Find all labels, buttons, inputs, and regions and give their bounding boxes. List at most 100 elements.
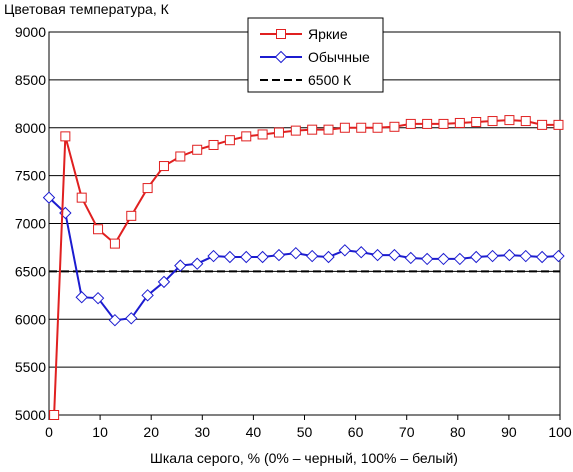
data-point — [158, 161, 169, 172]
data-point — [422, 118, 433, 129]
axes: 5000 5500 6000 6500 7000 7500 8000 8500 9000 0 10 2… — [15, 24, 572, 440]
data-point — [175, 151, 186, 162]
data-point — [438, 118, 449, 129]
x-tick-label: 50 — [297, 424, 313, 440]
data-point — [389, 121, 400, 132]
data-point — [372, 122, 383, 133]
x-tick-label: 20 — [143, 424, 159, 440]
data-point — [535, 250, 549, 264]
data-point — [338, 244, 352, 257]
data-point — [420, 252, 434, 266]
data-point — [207, 249, 220, 263]
data-point — [371, 248, 384, 262]
x-tick-label: 100 — [548, 424, 572, 440]
data-point — [520, 116, 531, 127]
y-tick-label: 8000 — [15, 120, 46, 136]
data-point — [190, 257, 204, 270]
legend-box — [247, 17, 384, 93]
data-point — [125, 312, 138, 325]
data-point — [93, 224, 104, 235]
y-tick-label: 6000 — [15, 311, 46, 327]
x-tick-label: 0 — [45, 424, 53, 440]
data-point — [273, 127, 284, 138]
data-point — [75, 291, 88, 304]
data-point — [504, 115, 515, 126]
data-point — [404, 251, 417, 265]
data-point — [256, 250, 269, 264]
data-point — [192, 144, 203, 155]
data-point — [208, 139, 219, 150]
data-point — [471, 117, 482, 128]
data-point — [108, 314, 122, 327]
data-point — [486, 249, 499, 263]
y-tick-label: 6500 — [15, 263, 46, 279]
data-point — [469, 250, 483, 264]
data-point — [503, 248, 516, 262]
data-point — [519, 249, 532, 263]
y-tick-label: 9000 — [15, 24, 46, 40]
data-point — [289, 246, 303, 260]
x-tick-label: 10 — [92, 424, 108, 440]
data-point — [355, 246, 368, 259]
x-tick-label: 70 — [399, 424, 415, 440]
data-point — [537, 119, 548, 130]
data-point — [437, 252, 450, 266]
y-tick-label: 8500 — [15, 72, 46, 88]
x-tick-label: 60 — [348, 424, 364, 440]
y-tick-label: 7500 — [15, 168, 46, 184]
data-point — [224, 135, 235, 146]
data-point — [240, 250, 253, 264]
data-point — [553, 119, 564, 130]
x-tick-label: 80 — [450, 424, 466, 440]
data-point — [142, 183, 153, 194]
data-point — [323, 124, 334, 135]
y-tick-label: 5000 — [15, 407, 46, 423]
data-point — [305, 249, 319, 263]
data-point — [91, 291, 105, 305]
data-point — [276, 29, 286, 39]
y-tick-label: 5500 — [15, 359, 46, 375]
data-point — [272, 248, 286, 262]
data-point — [49, 410, 60, 420]
y-tick-label: 7000 — [15, 216, 46, 232]
series-line — [48, 196, 559, 322]
data-point — [454, 117, 465, 128]
series-1 — [42, 191, 565, 327]
x-axis-title: Шкала серого, % (0% – черный, 100% – бел… — [150, 450, 458, 466]
data-point — [388, 248, 401, 262]
x-tick-label: 90 — [501, 424, 517, 440]
legend-label: Яркие — [308, 26, 348, 42]
data-point — [356, 122, 367, 133]
legend: Яркие Обычные 6500 К — [247, 17, 384, 93]
data-point — [42, 191, 56, 204]
data-point — [274, 50, 288, 64]
data-point — [157, 275, 171, 289]
data-point — [76, 192, 87, 203]
data-point — [307, 124, 318, 135]
data-point — [552, 249, 565, 263]
data-point — [339, 122, 350, 133]
data-point — [241, 131, 252, 142]
data-point — [322, 250, 335, 264]
x-tick-label: 40 — [246, 424, 262, 440]
data-point — [223, 250, 237, 264]
data-point — [405, 118, 416, 129]
series-line — [53, 119, 559, 416]
data-point — [109, 238, 120, 249]
legend-label: Обычные — [308, 49, 370, 65]
data-point — [60, 131, 71, 142]
data-point — [126, 210, 137, 221]
data-point — [257, 129, 268, 140]
data-point — [290, 125, 301, 136]
series-0 — [49, 115, 564, 420]
data-point — [141, 289, 154, 302]
series-layer — [42, 115, 565, 420]
legend-label: 6500 К — [308, 72, 352, 88]
data-point — [453, 252, 467, 266]
y-axis-title: Цветовая температура, К — [4, 1, 170, 17]
data-point — [174, 259, 187, 272]
x-tick-label: 30 — [195, 424, 211, 440]
data-point — [487, 116, 498, 127]
